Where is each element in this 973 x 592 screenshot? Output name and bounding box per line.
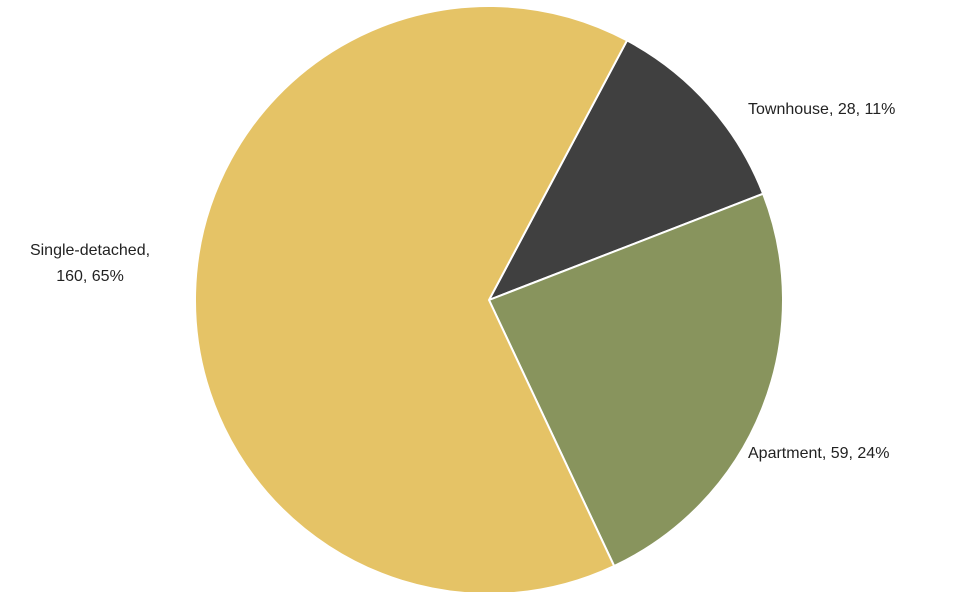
pie-slice-single-detached xyxy=(194,5,629,592)
data-label-apartment: Apartment, 59, 24% xyxy=(748,445,889,462)
data-label-line: Apartment, 59, 24% xyxy=(748,445,889,462)
data-label-line: Single-detached, xyxy=(30,242,150,259)
pie-labels: Townhouse, 28, 11% Apartment, 59, 24% Sing… xyxy=(30,101,895,462)
data-label-single-detached: Single-detached, 160, 65% xyxy=(30,242,150,285)
pie-slice-townhouse xyxy=(486,39,765,302)
data-label-line: 160, 65% xyxy=(56,268,124,285)
data-label-townhouse: Townhouse, 28, 11% xyxy=(748,101,895,118)
pie-slices xyxy=(194,5,784,592)
data-label-line: Townhouse, 28, 11% xyxy=(748,101,895,118)
pie-slice-apartment xyxy=(487,192,784,568)
